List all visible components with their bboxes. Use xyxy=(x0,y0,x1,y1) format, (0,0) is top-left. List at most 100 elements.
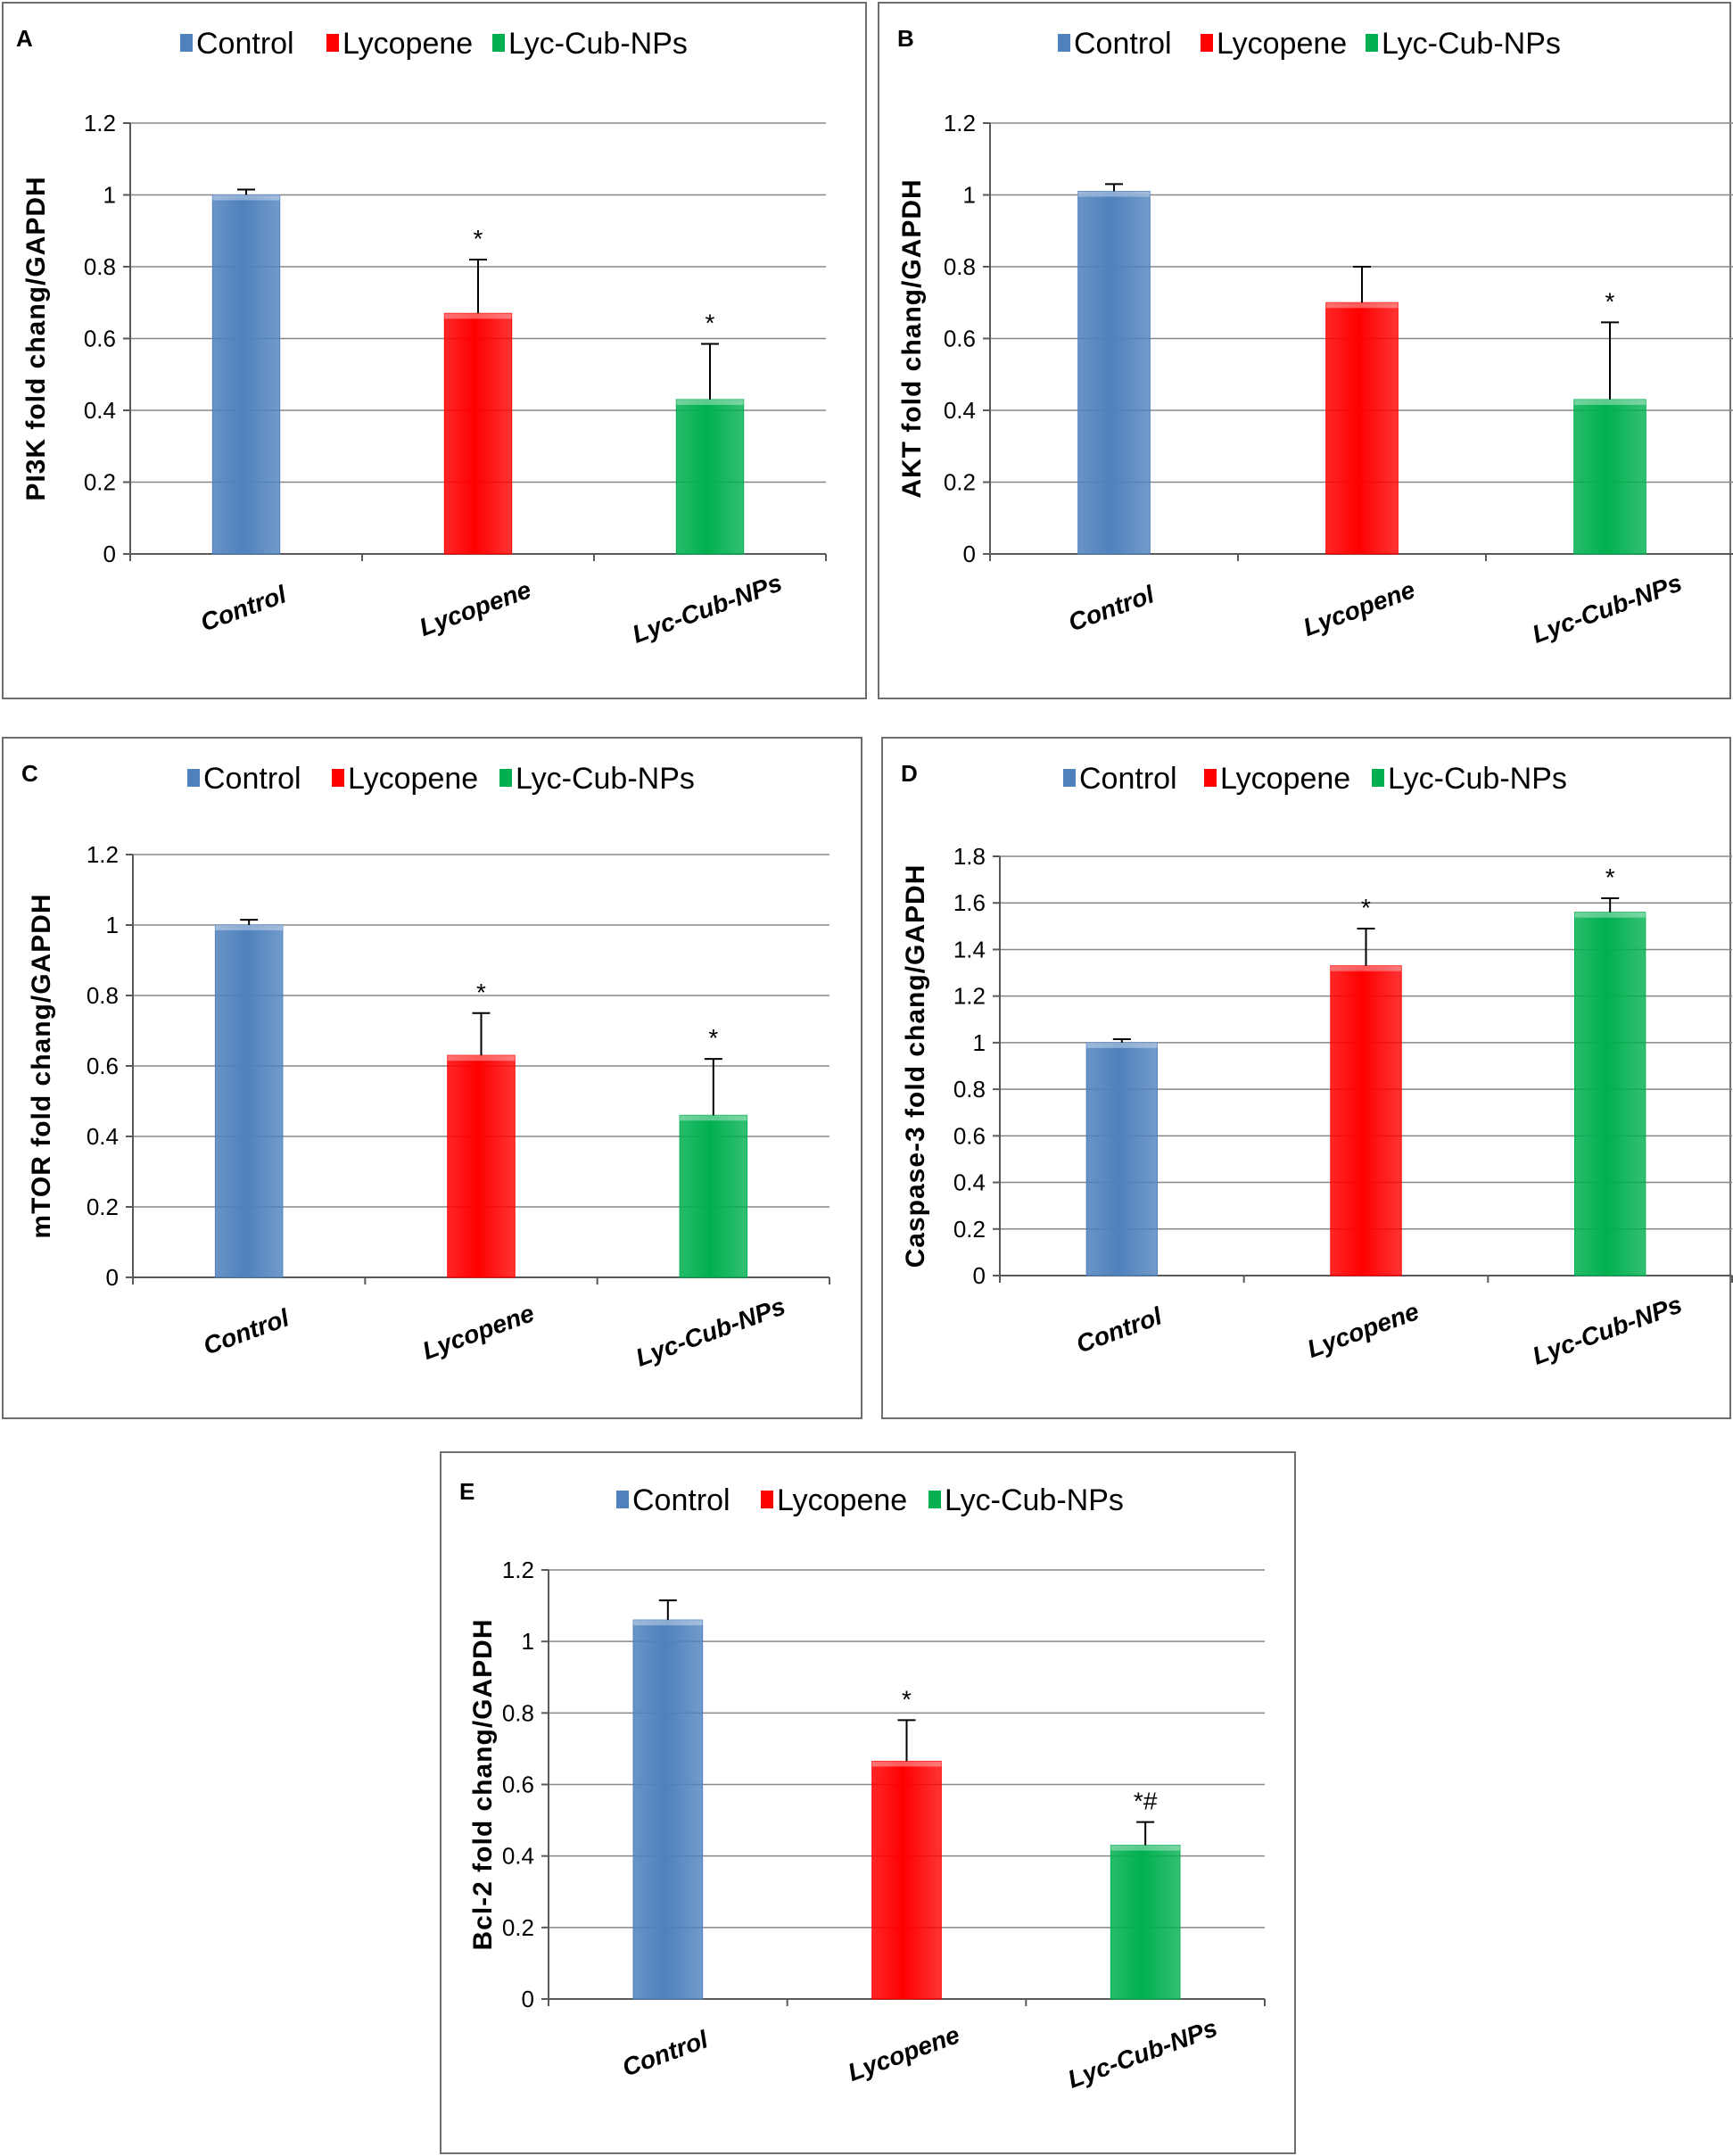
legend-label: Lyc-Cub-NPs xyxy=(1382,27,1561,61)
x-category-label: Control xyxy=(1073,1301,1167,1359)
y-tick-label: 0.4 xyxy=(953,1169,986,1196)
legend-swatch xyxy=(761,1491,773,1508)
legend-swatch xyxy=(499,769,512,787)
y-tick-label: 0.6 xyxy=(944,326,976,352)
y-tick-label: 0.4 xyxy=(87,1123,119,1150)
legend-swatch xyxy=(1366,34,1378,52)
bar-cap xyxy=(447,1055,516,1061)
x-category-label: Lycopene xyxy=(416,575,534,641)
x-category-label: Lyc-Cub-NPs xyxy=(1529,1290,1686,1369)
chart-svg: E Control Lycopene Lyc-Cub-NPs 0 0.2 0.4 0.6 0.8… xyxy=(459,1478,1266,2094)
bar-cap xyxy=(871,1761,942,1767)
legend-swatch xyxy=(180,34,193,52)
y-tick-label: 1.6 xyxy=(953,889,986,916)
y-tick-label: 0.6 xyxy=(502,1772,534,1798)
y-tick-label: 0.2 xyxy=(953,1216,986,1243)
panel-d: D Control Lycopene Lyc-Cub-NPs 0 0.2 0.4 0.6 0.8… xyxy=(881,737,1733,1419)
panel-letter: B xyxy=(897,25,914,52)
y-tick-label: 0.6 xyxy=(84,326,116,352)
y-tick-label: 0.2 xyxy=(87,1194,119,1220)
bar-cap xyxy=(1086,1042,1158,1048)
panel-letter: D xyxy=(901,760,918,787)
chart-svg: B Control Lycopene Lyc-Cub-NPs 0 0.2 0.4 0.6 0.8… xyxy=(897,25,1733,648)
bar-cap xyxy=(1110,1845,1180,1851)
significance-marker: *# xyxy=(1134,1788,1158,1815)
x-category-label: Control xyxy=(197,580,291,637)
y-tick-label: 0.6 xyxy=(953,1122,986,1149)
panel-b: B Control Lycopene Lyc-Cub-NPs 0 0.2 0.4 0.6 0.8… xyxy=(878,2,1733,699)
y-tick-label: 0.2 xyxy=(84,469,116,496)
bar-lycopene xyxy=(1330,965,1402,1276)
y-axis-label: PI3K fold chang/GAPDH xyxy=(21,176,51,500)
legend-swatch xyxy=(1201,34,1213,52)
legend-label: Lycopene xyxy=(1220,762,1350,796)
x-category-label: Lycopene xyxy=(1304,1297,1423,1363)
x-category-label: Control xyxy=(1065,580,1159,637)
legend-label: Lyc-Cub-NPs xyxy=(516,762,695,796)
y-tick-label: 1.2 xyxy=(502,1557,534,1583)
y-tick-label: 1 xyxy=(973,1029,986,1056)
y-tick-label: 0 xyxy=(103,541,116,567)
bar-cap xyxy=(633,1620,703,1626)
y-tick-label: 0.6 xyxy=(87,1053,119,1079)
y-tick-label: 0.8 xyxy=(502,1699,534,1726)
y-tick-label: 0.8 xyxy=(953,1076,986,1103)
legend-label: Control xyxy=(1079,762,1177,796)
legend-swatch xyxy=(1058,34,1070,52)
x-category-label: Lyc-Cub-NPs xyxy=(1064,2013,1221,2093)
bar-cap xyxy=(212,194,280,201)
bar-lyc-cub-nps xyxy=(1573,912,1646,1276)
bar-lyc-cub-nps xyxy=(679,1114,748,1278)
legend-swatch xyxy=(1372,769,1384,787)
legend-swatch xyxy=(616,1491,629,1508)
legend-label: Control xyxy=(1074,27,1172,61)
legend-label: Lycopene xyxy=(1217,27,1347,61)
legend-swatch xyxy=(492,34,505,52)
legend-swatch xyxy=(332,769,344,787)
y-tick-label: 0.4 xyxy=(502,1843,534,1870)
bar-cap xyxy=(444,313,512,319)
y-axis-label: mTOR fold chang/GAPDH xyxy=(27,893,56,1238)
bar-control xyxy=(1077,190,1151,555)
panel-a: A Control Lycopene Lyc-Cub-NPs 0 0.2 0.4 0.6 0.8… xyxy=(2,2,867,699)
legend-swatch xyxy=(326,34,339,52)
bar-lyc-cub-nps xyxy=(1573,399,1646,555)
significance-marker: * xyxy=(476,979,486,1006)
panel-c: C Control Lycopene Lyc-Cub-NPs 0 0.2 0.4 0.6 0.8… xyxy=(2,737,862,1419)
bar-lycopene xyxy=(871,1760,942,2000)
y-tick-label: 0.8 xyxy=(944,253,976,280)
legend-swatch xyxy=(1063,769,1076,787)
y-tick-label: 0 xyxy=(106,1264,119,1291)
y-tick-label: 0 xyxy=(973,1262,986,1289)
y-tick-label: 1.8 xyxy=(953,843,986,870)
bar-cap xyxy=(1077,191,1151,197)
significance-marker: * xyxy=(1605,287,1615,315)
legend-label: Lyc-Cub-NPs xyxy=(1388,762,1567,796)
x-category-label: Lyc-Cub-NPs xyxy=(1529,568,1686,648)
bar-cap xyxy=(1573,399,1646,405)
bar-cap xyxy=(676,399,744,405)
y-tick-label: 0.8 xyxy=(84,253,116,280)
x-category-label: Control xyxy=(200,1303,293,1360)
panel-e: E Control Lycopene Lyc-Cub-NPs 0 0.2 0.4 0.6 0.8… xyxy=(440,1451,1296,2154)
chart-svg: C Control Lycopene Lyc-Cub-NPs 0 0.2 0.4 0.6 0.8… xyxy=(21,760,830,1372)
bar-cap xyxy=(1574,912,1646,918)
chart-svg: D Control Lycopene Lyc-Cub-NPs 0 0.2 0.4 0.6 0.8… xyxy=(901,760,1733,1370)
legend-swatch xyxy=(1204,769,1217,787)
legend-label: Control xyxy=(203,762,301,796)
bar-control xyxy=(211,194,281,555)
y-axis-label: Caspase-3 fold chang/GAPDH xyxy=(901,864,930,1268)
legend-swatch xyxy=(187,769,200,787)
y-tick-label: 0 xyxy=(963,541,976,567)
bar-cap xyxy=(1330,965,1402,971)
y-tick-label: 0.2 xyxy=(944,469,976,496)
y-tick-label: 1.2 xyxy=(84,110,116,136)
bar-control xyxy=(214,924,284,1278)
x-category-label: Control xyxy=(619,2025,713,2082)
bar-control xyxy=(1085,1042,1159,1276)
significance-marker: * xyxy=(902,1685,912,1713)
bar-lycopene xyxy=(447,1054,516,1278)
legend-label: Lyc-Cub-NPs xyxy=(945,1483,1124,1517)
bar-lyc-cub-nps xyxy=(1110,1845,1181,2000)
y-tick-label: 1.4 xyxy=(953,936,986,962)
